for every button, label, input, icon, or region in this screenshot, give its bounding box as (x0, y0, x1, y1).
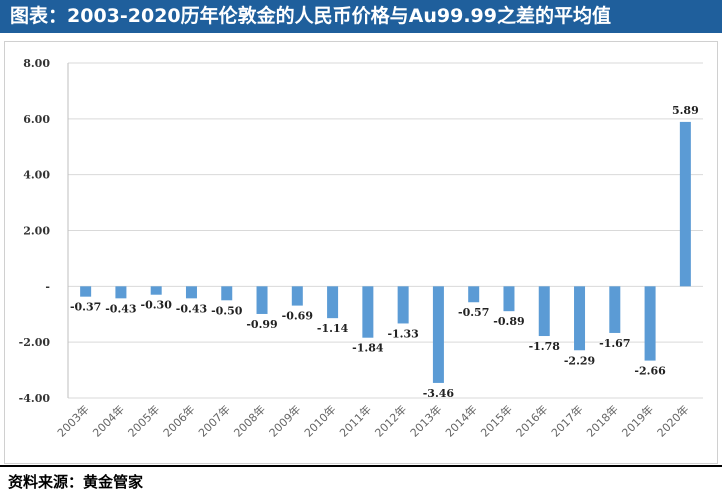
bar (679, 121, 691, 287)
bar (80, 286, 92, 297)
bar (432, 286, 444, 383)
bar (362, 286, 374, 338)
x-tick-label: 2006年 (160, 402, 197, 439)
bar (150, 286, 162, 295)
x-tick-label: 2009年 (266, 402, 303, 439)
data-label: -1.14 (317, 322, 349, 335)
x-tick-labels: 2003年2004年2005年2006年2007年2008年2009年2010年… (54, 402, 691, 439)
x-tick-label: 2011年 (337, 402, 374, 439)
data-label: -1.33 (387, 327, 418, 340)
data-label: -0.43 (176, 302, 207, 315)
bar (221, 286, 233, 301)
x-tick-label: 2007年 (195, 402, 232, 439)
data-label: -3.46 (423, 387, 455, 400)
x-tick-label: 2013年 (407, 402, 444, 439)
chart-frame (4, 41, 718, 464)
bars (80, 121, 691, 383)
data-label: -0.30 (141, 299, 173, 312)
data-label: -0.69 (282, 310, 313, 323)
bar (503, 286, 515, 312)
x-tick-label: 2016年 (513, 402, 550, 439)
x-tick-label: 2019年 (619, 402, 656, 439)
bar (256, 286, 268, 314)
y-tick-label: 2.00 (23, 225, 50, 238)
data-label: -1.84 (352, 342, 384, 355)
y-tick-label: - (45, 280, 50, 293)
bar (185, 286, 197, 299)
gridlines (68, 62, 703, 399)
x-tick-label: 2010年 (301, 402, 338, 439)
data-label: -0.57 (458, 306, 489, 319)
footer-divider (0, 465, 722, 467)
y-tick-label: 4.00 (23, 169, 50, 182)
bar (609, 286, 621, 333)
data-label: 5.89 (672, 104, 699, 117)
x-tick-label: 2008年 (231, 402, 268, 439)
chart-title: 图表：2003-2020历年伦敦金的人民币价格与Au99.99之差的平均值 (10, 5, 611, 27)
y-tick-label: 6.00 (23, 113, 50, 126)
x-tick-label: 2004年 (90, 402, 127, 439)
bar (574, 286, 586, 351)
data-label: -0.43 (105, 302, 136, 315)
chart-title-bar: 图表：2003-2020历年伦敦金的人民币价格与Au99.99之差的平均值 (0, 0, 722, 33)
data-label: -1.67 (599, 337, 630, 350)
data-label: -2.66 (634, 365, 666, 378)
bar (327, 286, 339, 319)
x-tick-label: 2017年 (548, 402, 585, 439)
x-tick-label: 2014年 (442, 402, 479, 439)
bar (115, 286, 127, 299)
bar (538, 286, 550, 337)
y-tick-label: -4.00 (19, 392, 51, 405)
data-label: -0.89 (493, 315, 524, 328)
data-labels: -0.37 -0.43 -0.30 -0.43 -0.50-0.99-0.69-1.14… (70, 104, 699, 400)
bar (291, 286, 303, 306)
source-note: 资料来源：黄金管家 (8, 473, 144, 491)
data-label: -1.78 (529, 340, 561, 353)
y-tick-label: -2.00 (19, 336, 51, 349)
data-label: -2.29 (564, 354, 595, 367)
y-tick-labels: 8.00 6.00 4.00 2.00 - -2.00 -4.00 (19, 57, 51, 405)
data-label: -0.99 (246, 318, 277, 331)
data-label: -0.37 (70, 301, 101, 314)
x-tick-label: 2015年 (478, 402, 515, 439)
bar (468, 286, 480, 303)
x-tick-label: 2020年 (654, 402, 691, 439)
data-label: -0.50 (211, 304, 243, 317)
bar (644, 286, 656, 361)
y-tick-label: 8.00 (23, 57, 50, 70)
x-tick-label: 2005年 (125, 402, 162, 439)
x-tick-label: 2018年 (583, 402, 620, 439)
x-tick-label: 2003年 (54, 402, 91, 439)
bar (397, 286, 409, 324)
x-tick-label: 2012年 (372, 402, 409, 439)
